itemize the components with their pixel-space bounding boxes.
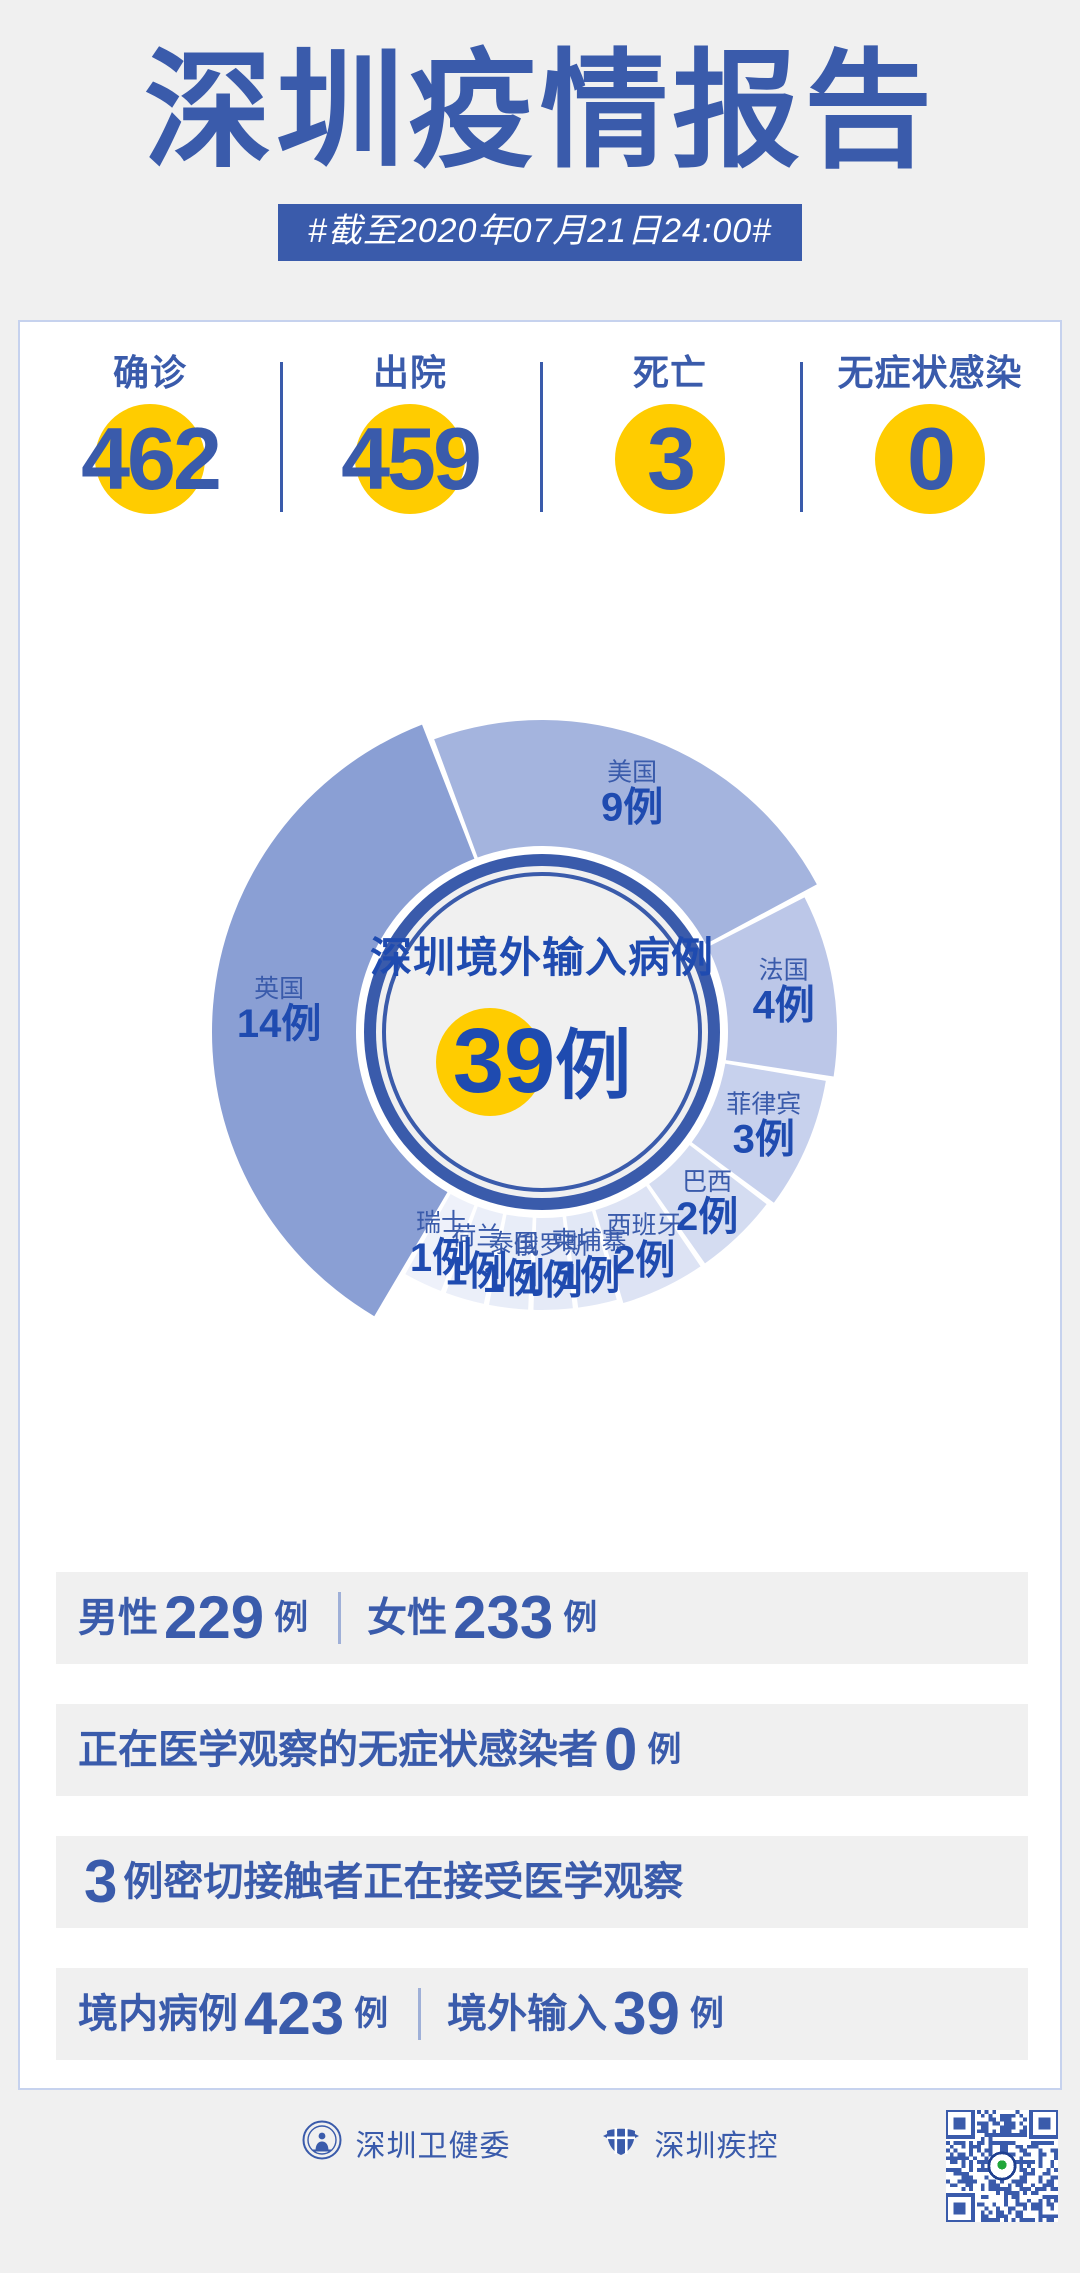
credit-name: 深圳疾控 [654, 2129, 779, 2163]
slice-country-label: 英国 [254, 975, 304, 1003]
slice-country-label: 瑞士 [416, 1209, 466, 1237]
slice-count-label: 14例 [237, 1002, 322, 1046]
slice-country-label: 法国 [759, 957, 809, 985]
stat-deaths: 死亡 3 [540, 344, 800, 574]
slice-count-label: 1例 [558, 1254, 620, 1298]
slice-count-label: 4例 [753, 984, 815, 1028]
bar-divider [338, 1592, 342, 1644]
slice-country-label: 荷兰 [451, 1222, 501, 1250]
bar-label-female: 女性 [367, 1596, 448, 1640]
center-total-highlight [436, 1008, 544, 1116]
info-bars: 男性 229 例 女性 233 例 正在医学观察的无症状感染者 0 例 3 例密… [56, 1572, 1028, 2060]
slice-count-label: 1例 [520, 1258, 582, 1302]
donut-svg: 英国14例美国9例法国4例菲律宾3例巴西2例西班牙2例柬埔寨1例俄罗斯1例泰国1… [212, 720, 837, 1317]
bar-asymptomatic-observation: 正在医学观察的无症状感染者 0 例 [56, 1704, 1028, 1796]
slice-country-label: 巴西 [682, 1168, 732, 1196]
donut-slice-美国 [434, 720, 817, 944]
slice-count-label: 3例 [733, 1117, 795, 1161]
imported-cases-donut-chart: 英国 14例 美国 9例 法国 4例 菲律宾 3例 巴西 2例 西班牙 2例 柬埔寨 1例 俄罗斯 1例 泰国 1… [20, 622, 1060, 1442]
slice-country-label: 美国 [607, 758, 657, 786]
stat-value: 462 [81, 409, 222, 508]
donut-slice-法国 [707, 897, 837, 1077]
slice-count-label: 2例 [676, 1195, 738, 1239]
bar-domestic-imported: 境内病例 423 例 境外输入 39 例 [56, 1968, 1028, 2060]
donut-slice-荷兰 [445, 1206, 504, 1304]
donut-slice-柬埔寨 [566, 1211, 617, 1308]
bar-value: 3 [84, 1848, 118, 1915]
bar-divider [418, 1988, 422, 2040]
bar-unit-domestic: 例 [354, 1995, 389, 2033]
stat-value: 0 [907, 409, 956, 508]
stat-bubble: 459 [341, 404, 482, 514]
credit-cdc: 深圳疾控 [601, 2120, 779, 2165]
donut-slice-瑞士 [405, 1193, 475, 1291]
stat-bubble: 3 [615, 404, 725, 514]
credit-name: 深圳卫健委 [355, 2129, 511, 2163]
slice-count-label: 1例 [445, 1249, 507, 1293]
bar-label-imported: 境外输入 [447, 1992, 608, 2036]
bar-label: 例密切接触者正在接受医学观察 [123, 1860, 684, 1904]
donut-slice-group [212, 720, 837, 1317]
date-banner: #截至2020年07月21日24:00# [277, 204, 803, 261]
stat-label: 出院 [372, 352, 447, 393]
bar-gender: 男性 229 例 女性 233 例 [56, 1572, 1028, 1664]
health-commission-emblem-icon [302, 2120, 342, 2165]
slice-count-label: 1例 [410, 1236, 472, 1280]
stat-label: 无症状感染 [837, 352, 1023, 393]
stat-label: 确诊 [112, 352, 187, 393]
donut-slice-英国 [212, 724, 475, 1317]
donut-slice-巴西 [649, 1145, 767, 1264]
main-card: 确诊 462 出院 459 死亡 3 无症状感染 0 [18, 320, 1062, 2090]
bar-value-male: 229 [164, 1584, 265, 1651]
footer-credits: 深圳卫健委 深圳疾控 [0, 2120, 1080, 2165]
donut-center-inner-ring [382, 872, 702, 1192]
bar-close-contacts: 3 例密切接触者正在接受医学观察 [56, 1836, 1028, 1928]
bar-unit-imported: 例 [689, 1995, 724, 2033]
donut-label-group: 英国14例美国9例法国4例菲律宾3例巴西2例西班牙2例柬埔寨1例俄罗斯1例泰国1… [237, 758, 815, 1302]
slice-country-label: 泰国 [489, 1230, 539, 1258]
slice-country-label: 柬埔寨 [552, 1227, 627, 1255]
donut-center-total: 39例 [453, 1010, 631, 1112]
cdc-shield-icon [601, 2120, 641, 2165]
stat-discharged: 出院 459 [280, 344, 540, 574]
stat-bubble: 0 [875, 404, 985, 514]
donut-slice-西班牙 [595, 1186, 701, 1304]
qr-code-icon[interactable] [944, 2108, 1060, 2224]
slice-country-label: 菲律宾 [726, 1090, 801, 1118]
slice-country-label: 俄罗斯 [514, 1231, 589, 1259]
donut-slice-菲律宾 [691, 1063, 826, 1203]
donut-slice-泰国 [489, 1214, 533, 1310]
stat-bubble: 462 [81, 404, 222, 514]
bar-label-domestic: 境内病例 [78, 1992, 238, 2036]
summary-stats-row: 确诊 462 出院 459 死亡 3 无症状感染 0 [20, 344, 1060, 574]
slice-count-label: 1例 [482, 1257, 544, 1301]
bar-unit: 例 [647, 1731, 682, 1769]
page-title: 深圳疫情报告 [143, 40, 936, 183]
donut-center-gap [376, 866, 708, 1198]
stat-label: 死亡 [632, 352, 707, 393]
stat-value: 3 [647, 409, 696, 508]
poster-header: 深圳疫情报告 #截至2020年07月21日24:00# [0, 0, 1080, 320]
slice-count-label: 9例 [601, 785, 663, 829]
bar-unit-female: 例 [563, 1599, 598, 1637]
slice-count-label: 2例 [613, 1238, 675, 1282]
bar-label: 正在医学观察的无症状感染者 [78, 1728, 598, 1772]
slice-country-label: 西班牙 [607, 1211, 682, 1239]
bar-unit-male: 例 [274, 1599, 309, 1637]
poster-footer: 深圳卫健委 深圳疾控 [0, 2090, 1080, 2273]
bar-value-female: 233 [453, 1584, 554, 1651]
credit-health-commission: 深圳卫健委 [302, 2120, 511, 2165]
stat-value: 459 [341, 409, 482, 508]
donut-center-title: 深圳境外输入病例 [370, 934, 714, 981]
bar-value-domestic: 423 [244, 1980, 345, 2047]
bar-value-imported: 39 [613, 1980, 680, 2047]
bar-label-male: 男性 [78, 1596, 158, 1640]
stat-confirmed: 确诊 462 [20, 344, 280, 574]
donut-slice-俄罗斯 [533, 1216, 573, 1310]
bar-value: 0 [604, 1716, 638, 1783]
stat-asymptomatic: 无症状感染 0 [800, 344, 1060, 574]
